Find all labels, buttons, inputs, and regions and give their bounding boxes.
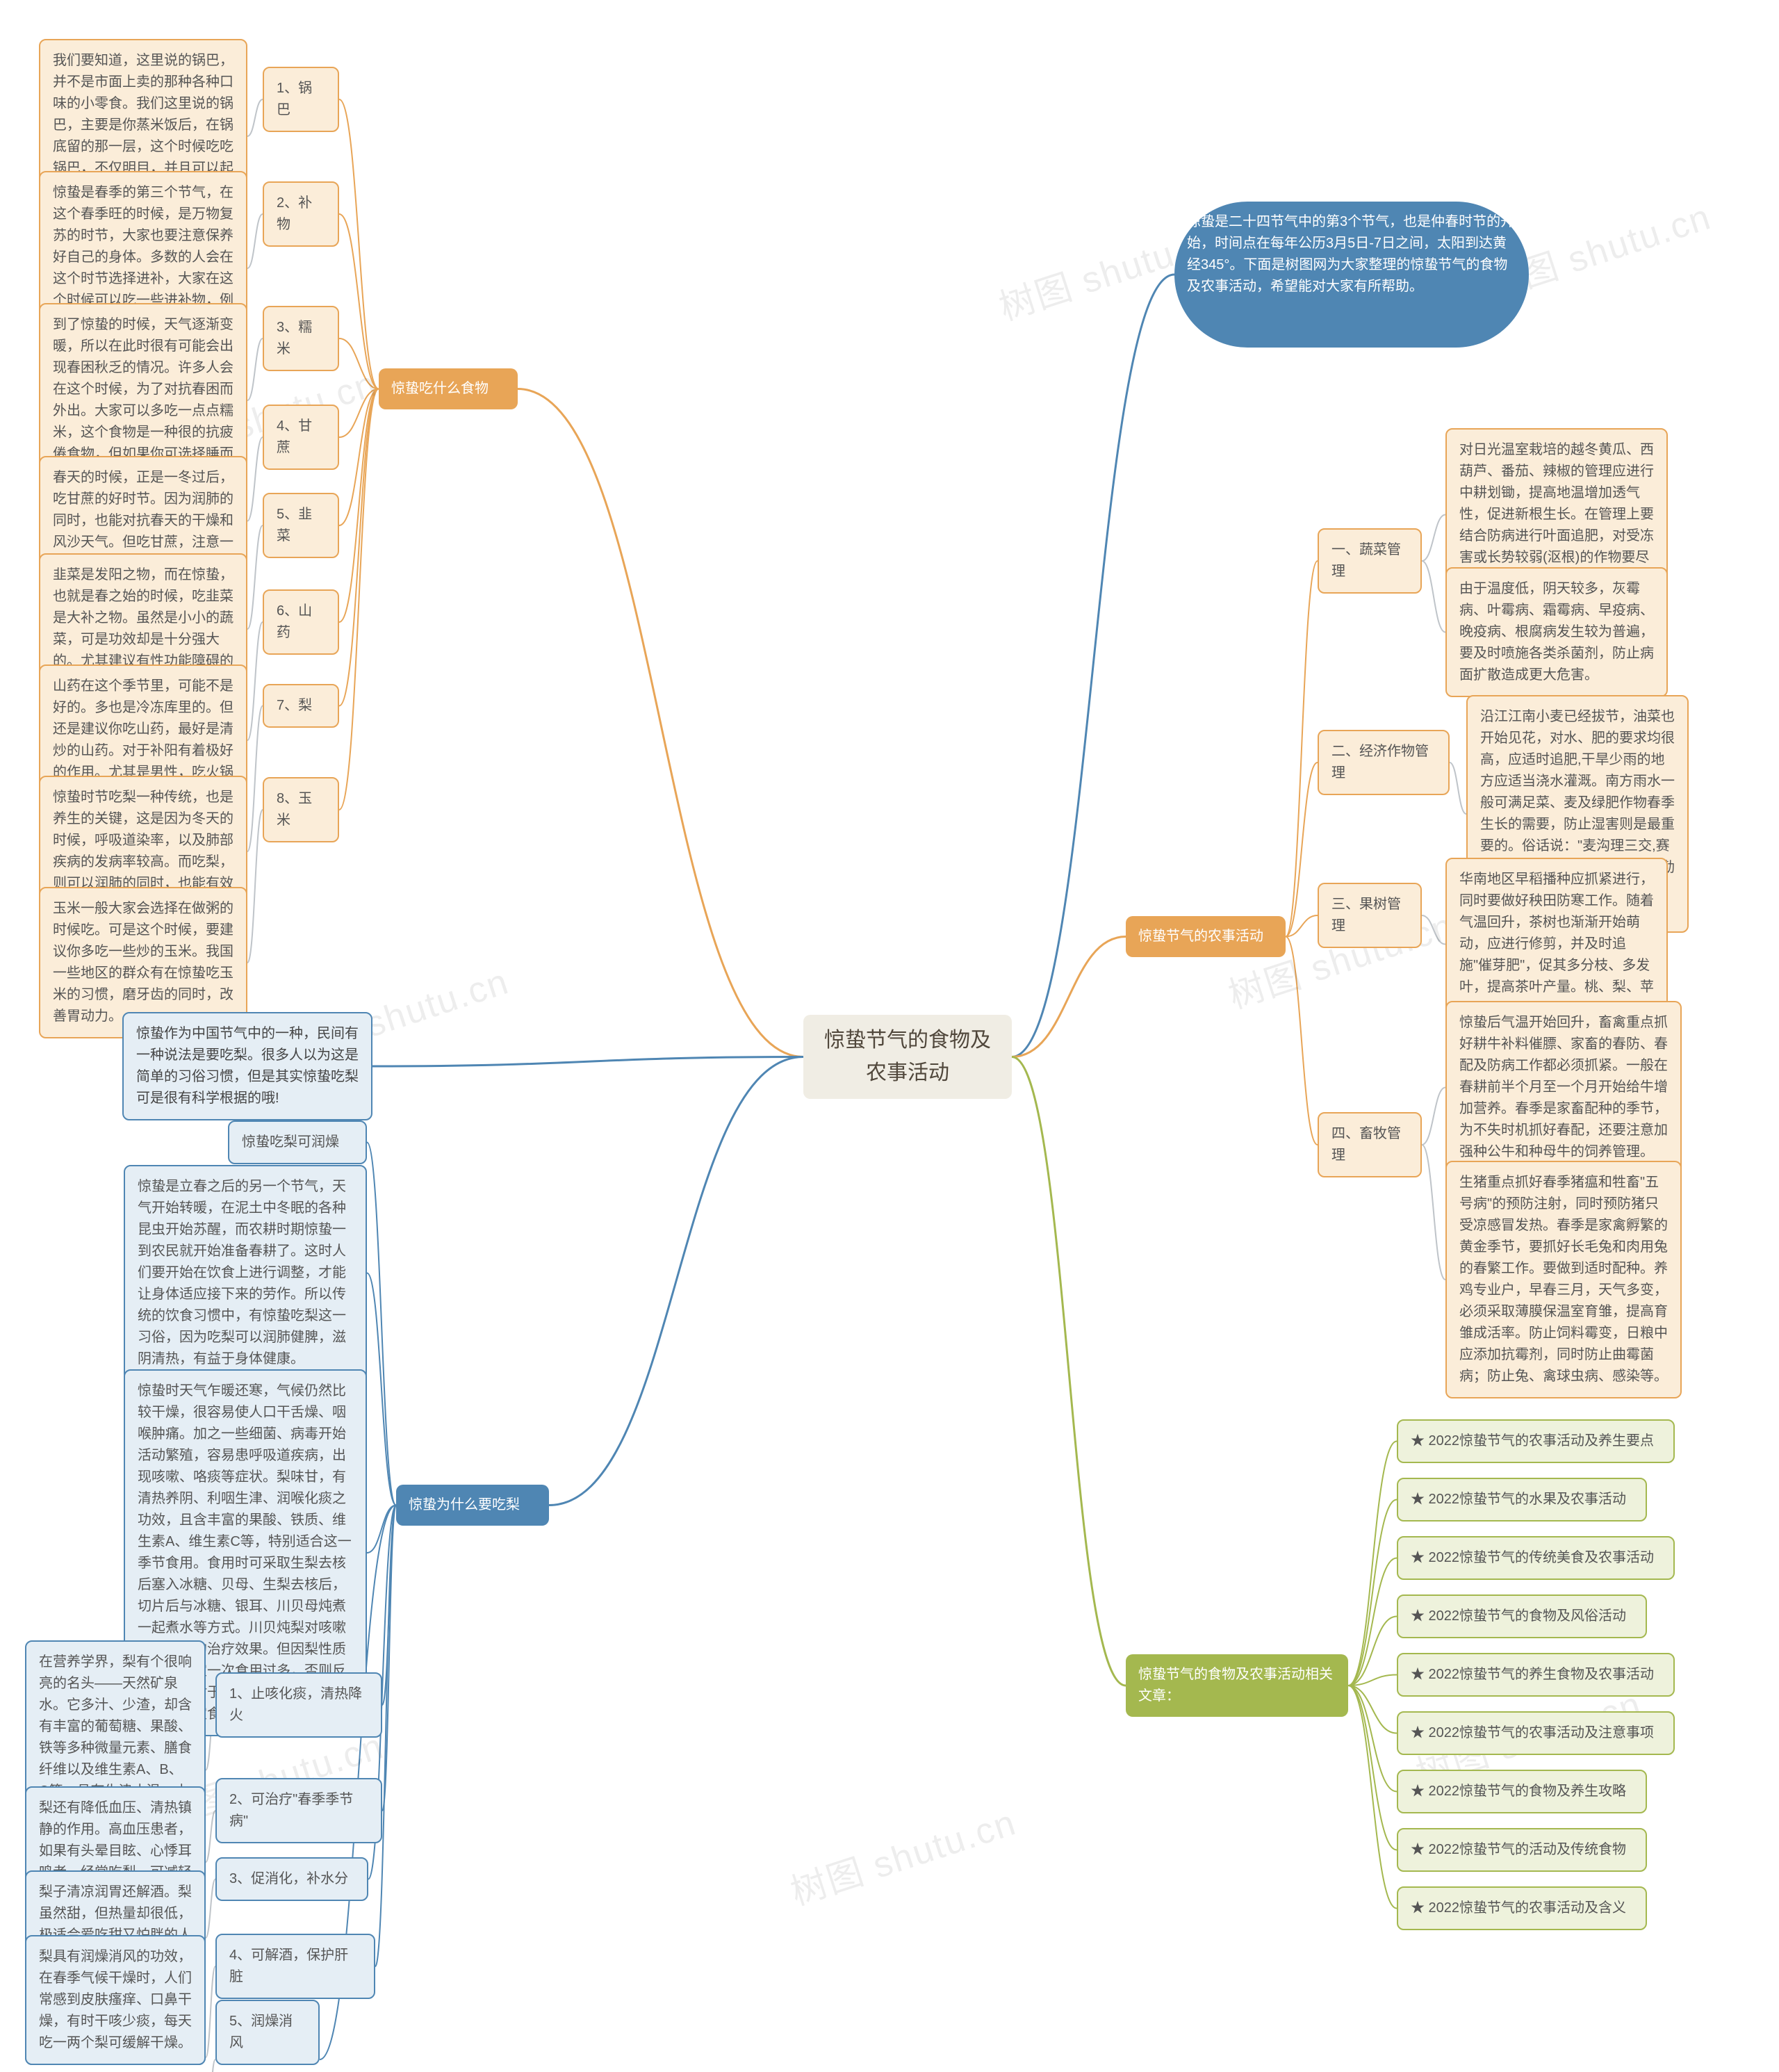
label-f5: 5、韭菜 [263, 493, 339, 558]
label-a4: 四、畜牧管理 [1318, 1112, 1422, 1177]
label-p8: 5、润燥消风 [215, 2000, 320, 2065]
label-f3: 3、糯米 [263, 306, 339, 371]
desc-a4-1: 生猪重点抓好春季猪瘟和牲畜"五号病"的预防注射，同时预防猪只受凉感冒发热。春季是… [1445, 1161, 1682, 1398]
label-f1: 1、锅巴 [263, 67, 339, 132]
watermark: 树图 shutu.cn [783, 1793, 1022, 1915]
note-pear_note: 惊蛰作为中国节气中的一种，民间有一种说法是要吃梨。很多人以为这是简单的习俗习惯，… [122, 1012, 372, 1120]
label-p1: 惊蛰吃梨可润燥 [228, 1120, 367, 1164]
branch-farming: 惊蛰节气的农事活动 [1126, 916, 1286, 957]
item-r8: ★ 2022惊蛰节气的活动及传统食物 [1397, 1828, 1647, 1872]
label-p5: 2、可治疗"春季季节病" [215, 1778, 382, 1843]
branch-foods: 惊蛰吃什么食物 [379, 368, 518, 409]
label-a1: 一、蔬菜管理 [1318, 528, 1422, 594]
desc-p8: 梨具有润燥消风的功效，在春季气候干燥时，人们常感到皮肤瘙痒、口鼻干燥，有时干咳少… [25, 1935, 206, 2065]
label-f2: 2、补物 [263, 181, 339, 247]
label-f6: 6、山药 [263, 589, 339, 655]
item-r1: ★ 2022惊蛰节气的农事活动及养生要点 [1397, 1419, 1675, 1463]
branch-why_pear: 惊蛰为什么要吃梨 [396, 1485, 549, 1526]
label-p7: 4、可解酒，保护肝脏 [215, 1934, 375, 1999]
label-a3: 三、果树管理 [1318, 883, 1422, 948]
mindmap-stage: 树图 shutu.cn树图 shutu.cn树图 shutu.cn树图 shut… [0, 0, 1779, 2072]
item-r3: ★ 2022惊蛰节气的传统美食及农事活动 [1397, 1536, 1675, 1580]
item-r6: ★ 2022惊蛰节气的农事活动及注意事项 [1397, 1711, 1675, 1755]
label-p6: 3、促消化，补水分 [215, 1857, 368, 1901]
center-node: 惊蛰节气的食物及农事活动 [803, 1015, 1012, 1099]
branch-intro: 惊蛰是二十四节气中的第3个节气，也是仲春时节的开始，时间点在每年公历3月5日-7… [1174, 202, 1529, 348]
label-f4: 4、甘蔗 [263, 405, 339, 470]
label-f7: 7、梨 [263, 684, 339, 728]
label-f8: 8、玉米 [263, 777, 339, 842]
label-a2: 二、经济作物管理 [1318, 730, 1450, 795]
item-r5: ★ 2022惊蛰节气的养生食物及农事活动 [1397, 1653, 1675, 1697]
desc-a1-1: 由于温度低，阴天较多，灰霉病、叶霉病、霜霉病、早疫病、晚疫病、根腐病发生较为普遍… [1445, 567, 1668, 697]
item-r4: ★ 2022惊蛰节气的食物及风俗活动 [1397, 1594, 1647, 1638]
desc-p2: 惊蛰是立春之后的另一个节气，天气开始转暖，在泥土中冬眠的各种昆虫开始苏醒，而农耕… [124, 1165, 367, 1381]
item-r9: ★ 2022惊蛰节气的农事活动及含义 [1397, 1886, 1647, 1930]
branch-related: 惊蛰节气的食物及农事活动相关文章： [1126, 1654, 1348, 1717]
item-r2: ★ 2022惊蛰节气的水果及农事活动 [1397, 1478, 1647, 1522]
label-p4: 1、止咳化痰，清热降火 [215, 1672, 382, 1738]
item-r7: ★ 2022惊蛰节气的食物及养生攻略 [1397, 1770, 1647, 1813]
desc-a4-0: 惊蛰后气温开始回升，畜禽重点抓好耕牛补料催膘、家畜的春防、春配及防病工作都必须抓… [1445, 1001, 1682, 1174]
